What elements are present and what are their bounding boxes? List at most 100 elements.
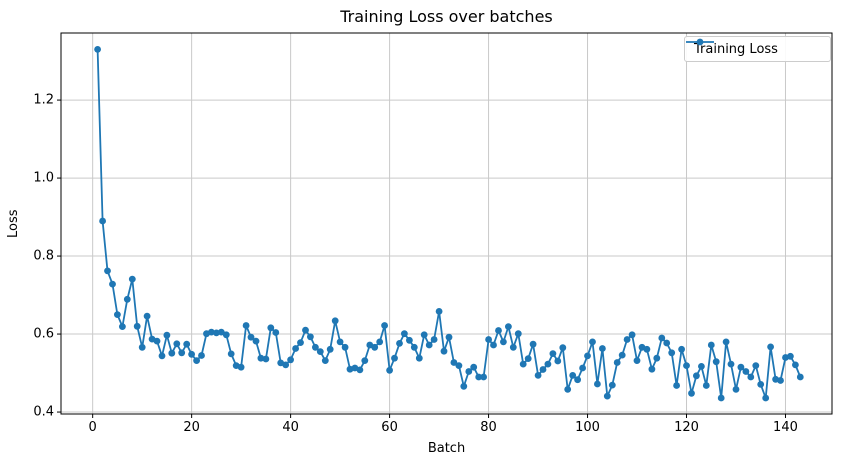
data-point-marker (500, 338, 507, 346)
data-point-marker (470, 363, 478, 371)
y-tick-label: 0.6 (33, 326, 54, 342)
data-point-marker (158, 352, 166, 360)
x-tick-label: 100 (575, 420, 600, 435)
data-point-marker (163, 331, 171, 339)
data-point-marker (658, 334, 666, 342)
data-point-marker (628, 331, 636, 339)
data-point-marker (618, 351, 626, 359)
data-point-marker (376, 338, 384, 346)
data-point-marker (252, 337, 260, 345)
x-tick-label: 80 (480, 420, 497, 435)
data-point-marker (698, 363, 705, 370)
data-point-marker (673, 382, 680, 389)
data-point-marker (222, 331, 230, 339)
data-point-marker (480, 373, 487, 381)
data-point-marker (787, 352, 794, 360)
data-point-marker (341, 343, 349, 351)
data-point-marker (707, 341, 715, 349)
data-point-marker (455, 362, 463, 369)
data-point-marker (217, 328, 225, 336)
data-point-marker (292, 345, 299, 352)
data-point-marker (722, 338, 730, 346)
data-point-marker (688, 389, 695, 397)
data-point-marker (539, 366, 547, 373)
data-point-marker (534, 372, 542, 379)
data-point-marker (792, 361, 799, 369)
data-point-marker (732, 386, 740, 393)
data-point-marker (361, 357, 369, 364)
data-point-marker (752, 362, 760, 369)
data-point-marker (430, 336, 438, 343)
data-point-marker (643, 345, 651, 353)
data-point-marker (693, 372, 700, 380)
x-axis-label: Batch (427, 441, 466, 456)
data-point-marker (119, 323, 126, 330)
data-point-marker (198, 352, 205, 359)
data-point-marker (188, 350, 196, 358)
data-point-marker (737, 363, 745, 371)
data-point-marker (796, 373, 804, 381)
x-tick-label: 40 (282, 420, 299, 435)
data-point-marker (153, 337, 161, 345)
data-point-marker (183, 340, 191, 348)
data-point-marker (762, 394, 770, 402)
data-point-marker (564, 386, 572, 393)
data-point-marker (133, 322, 141, 330)
data-point-marker (312, 343, 319, 351)
data-point-marker (683, 362, 690, 369)
data-point-marker (178, 349, 186, 357)
data-point-marker (554, 357, 562, 365)
x-tick-label: 20 (183, 420, 200, 435)
data-point-marker (307, 333, 314, 341)
data-point-marker (247, 333, 255, 341)
data-point-marker (633, 357, 641, 364)
data-point-marker (509, 343, 517, 351)
data-point-marker (608, 381, 616, 389)
data-point-marker (237, 363, 245, 371)
x-tick-label: 140 (773, 420, 798, 435)
data-point-marker (94, 46, 101, 53)
data-point-marker (425, 341, 433, 349)
data-point-marker (475, 373, 483, 381)
data-point-marker (727, 360, 735, 368)
data-point-marker (465, 368, 473, 375)
data-point-marker (623, 336, 631, 343)
data-point-marker (599, 345, 606, 352)
data-point-marker (128, 275, 136, 283)
y-tick-label: 0.8 (33, 248, 54, 264)
legend-label: Training Loss (694, 41, 778, 57)
data-point-marker (584, 352, 591, 360)
data-point-marker (331, 317, 339, 325)
data-point-marker (450, 359, 458, 366)
data-point-marker (777, 377, 784, 384)
data-point-marker (406, 336, 413, 344)
data-point-marker (594, 380, 601, 388)
data-point-marker (435, 308, 443, 315)
data-point-marker (242, 322, 250, 329)
data-point-marker (391, 354, 398, 362)
data-point-marker (302, 326, 309, 334)
data-point-marker (262, 355, 270, 363)
y-axis-label: Loss (6, 209, 21, 238)
data-point-marker (138, 343, 146, 351)
data-point-marker (272, 329, 280, 336)
data-point-marker (574, 376, 581, 384)
y-tick-label: 1.0 (33, 170, 54, 186)
data-point-marker (648, 365, 656, 373)
x-tick-label: 0 (88, 420, 97, 435)
data-point-marker (712, 358, 720, 366)
data-point-marker (757, 381, 765, 388)
data-point-marker (109, 280, 116, 288)
data-point-marker (410, 343, 418, 351)
data-point-marker (579, 364, 586, 372)
data-point-marker (114, 311, 121, 318)
data-point-marker (702, 382, 710, 389)
y-tick-label: 1.2 (33, 92, 54, 108)
data-point-marker (569, 372, 577, 379)
x-tick-label: 60 (381, 420, 398, 435)
data-point-marker (460, 382, 468, 390)
data-point-marker (440, 347, 448, 355)
axes-frame (60, 32, 833, 415)
data-point-marker (282, 361, 290, 369)
